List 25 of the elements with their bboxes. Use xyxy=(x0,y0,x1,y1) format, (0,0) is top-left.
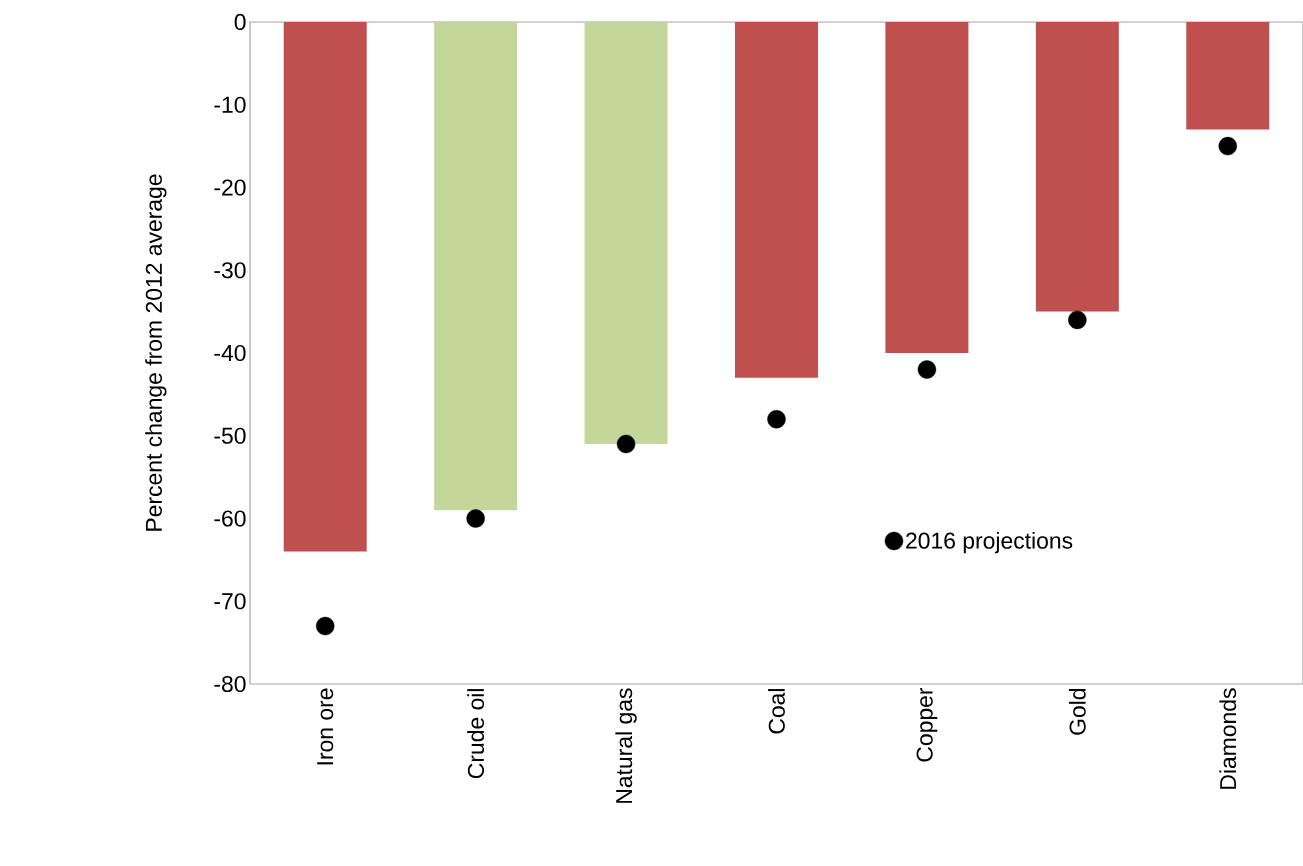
point xyxy=(1068,310,1087,330)
x-tick-label: Crude oil xyxy=(467,689,485,779)
y-tick-label: -70 xyxy=(214,593,246,610)
point xyxy=(316,616,335,636)
point xyxy=(917,360,937,379)
y-tick-label: -20 xyxy=(214,179,246,196)
y-tick-label: -10 xyxy=(214,96,246,113)
point xyxy=(466,509,485,528)
point xyxy=(1218,136,1237,156)
x-tick-label: Natural gas xyxy=(615,688,637,803)
point xyxy=(767,409,786,429)
y-tick-label: 0 xyxy=(234,13,246,31)
y-tick-label: -80 xyxy=(214,675,246,693)
x-tick-label: Gold xyxy=(1068,689,1086,735)
legend-label: 2016 projections xyxy=(906,531,1073,554)
point xyxy=(616,434,636,454)
y-tick-label: -50 xyxy=(214,427,246,444)
x-tick-label: Copper xyxy=(916,687,938,762)
y-axis-title: Percent change from 2012 average xyxy=(145,174,167,531)
y-tick-label: -30 xyxy=(214,262,246,279)
x-tick-label: Diamonds xyxy=(1219,688,1237,789)
y-tick-label: -40 xyxy=(214,344,246,362)
x-tick-label: Coal xyxy=(768,689,785,734)
y-tick-label: -60 xyxy=(214,510,246,527)
x-tick-label: Iron ore xyxy=(317,688,334,765)
